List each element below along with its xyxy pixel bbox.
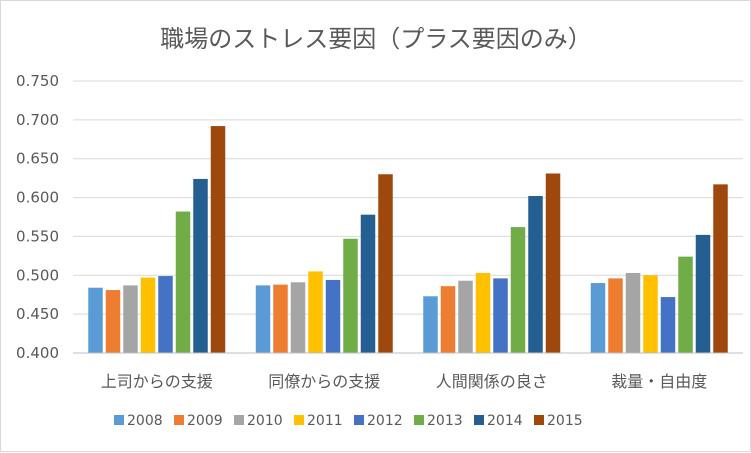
bar-2015-1 bbox=[210, 126, 226, 354]
y-tick-label: 0.450 bbox=[16, 305, 59, 323]
y-tick-label: 0.500 bbox=[16, 266, 59, 284]
bar-2015-2 bbox=[378, 174, 393, 353]
legend-item-2011: 2011 bbox=[294, 413, 343, 429]
bar-2014-1 bbox=[193, 178, 208, 353]
legend-label: 2008 bbox=[127, 413, 163, 429]
y-tick-label: 0.750 bbox=[16, 72, 59, 90]
bar-2015-3 bbox=[545, 173, 561, 353]
legend-swatch bbox=[414, 415, 424, 425]
bar-2009-1 bbox=[105, 290, 121, 353]
bar-2013-1 bbox=[175, 211, 191, 353]
x-category-label: 裁量・自由度 bbox=[611, 372, 707, 391]
bar-2009-3 bbox=[440, 286, 456, 353]
bar-2012-4 bbox=[660, 297, 676, 353]
legend-label: 2013 bbox=[427, 413, 463, 429]
bar-2011-3 bbox=[475, 272, 491, 353]
legend-swatch bbox=[234, 415, 244, 425]
y-tick-label: 0.550 bbox=[16, 227, 59, 245]
bar-2009-4 bbox=[608, 278, 623, 353]
bar-2008-3 bbox=[423, 296, 438, 353]
bar-2013-4 bbox=[678, 256, 693, 353]
legend-label: 2014 bbox=[487, 413, 523, 429]
legend-label: 2011 bbox=[307, 413, 343, 429]
bar-2011-2 bbox=[308, 271, 323, 353]
x-category-label: 上司からの支援 bbox=[101, 372, 213, 391]
legend-label: 2015 bbox=[547, 413, 583, 429]
legend-swatch bbox=[294, 415, 304, 425]
bar-2014-2 bbox=[360, 214, 376, 353]
legend-label: 2010 bbox=[247, 413, 283, 429]
bar-2010-1 bbox=[123, 285, 138, 353]
bar-2012-2 bbox=[325, 279, 341, 353]
bar-2015-4 bbox=[713, 184, 728, 353]
y-tick-label: 0.600 bbox=[16, 189, 59, 207]
legend-item-2009: 2009 bbox=[174, 413, 223, 429]
x-category-label: 同僚からの支援 bbox=[268, 372, 380, 391]
legend-item-2010: 2010 bbox=[234, 413, 283, 429]
legend-item-2014: 2014 bbox=[474, 413, 523, 429]
legend-swatch bbox=[114, 415, 124, 425]
y-tick-label: 0.400 bbox=[16, 344, 59, 362]
bar-2010-4 bbox=[625, 272, 641, 353]
bar-2008-1 bbox=[88, 287, 103, 353]
legend-swatch bbox=[534, 415, 544, 425]
bar-2010-2 bbox=[290, 282, 306, 353]
bar-2008-4 bbox=[590, 283, 606, 353]
y-tick-label: 0.700 bbox=[16, 111, 59, 129]
legend-swatch bbox=[354, 415, 364, 425]
bar-2013-2 bbox=[343, 238, 358, 353]
legend: 2008 2009 2010 2011 2012 2013 2014 2015 bbox=[114, 413, 583, 429]
bar-2014-4 bbox=[695, 234, 711, 353]
bar-2011-1 bbox=[140, 277, 156, 353]
bar-2013-3 bbox=[510, 227, 526, 353]
bar-2009-2 bbox=[273, 284, 288, 353]
bar-2012-1 bbox=[158, 276, 173, 353]
axes: 0.400 0.450 0.500 0.550 0.600 0.650 0.700 0.750… bbox=[16, 72, 743, 391]
bar-2012-3 bbox=[493, 278, 508, 353]
legend-label: 2009 bbox=[187, 413, 223, 429]
legend-item-2015: 2015 bbox=[534, 413, 583, 429]
gridlines bbox=[73, 80, 743, 315]
legend-label: 2012 bbox=[367, 413, 403, 429]
legend-swatch bbox=[474, 415, 484, 425]
bar-2010-3 bbox=[458, 280, 473, 353]
bar-2008-2 bbox=[255, 285, 271, 353]
legend-swatch bbox=[174, 415, 184, 425]
bars bbox=[88, 126, 728, 354]
legend-item-2013: 2013 bbox=[414, 413, 463, 429]
bar-2011-4 bbox=[643, 275, 658, 353]
legend-item-2012: 2012 bbox=[354, 413, 403, 429]
chart-title: 職場のストレス要因（プラス要因のみ） bbox=[160, 25, 592, 53]
legend-item-2008: 2008 bbox=[114, 413, 163, 429]
x-category-label: 人間関係の良さ bbox=[436, 372, 548, 391]
bar-2014-3 bbox=[528, 196, 543, 353]
y-tick-label: 0.650 bbox=[16, 150, 59, 168]
